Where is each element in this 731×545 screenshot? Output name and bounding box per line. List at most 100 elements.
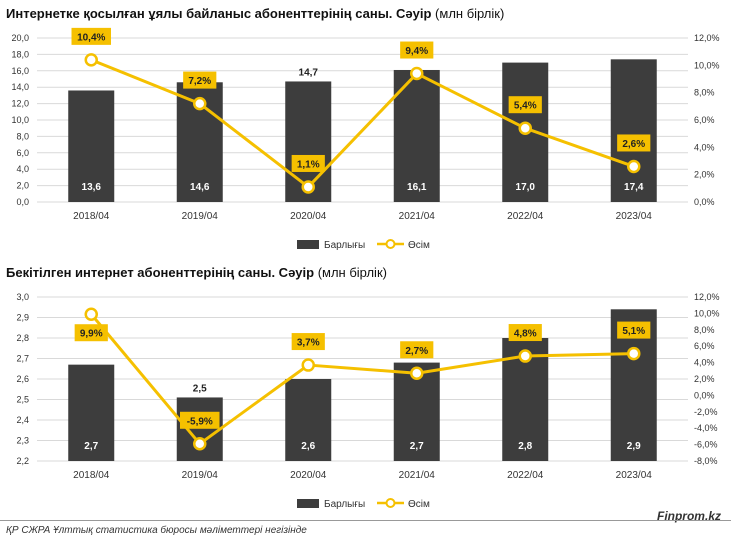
- chart1-growth-point: [193, 96, 207, 111]
- chart1-title: Интернетке қосылған ұялы байланыс абонен…: [6, 6, 504, 21]
- chart1-legend-bar-swatch: [297, 240, 319, 249]
- chart1-y-tick: 10,0: [11, 115, 29, 125]
- chart2-bar-label: 2,8: [518, 441, 532, 452]
- chart1-y2-tick: 4,0%: [694, 142, 715, 152]
- chart2-y-tick: 2,8: [16, 333, 29, 343]
- chart2-growth-point: [301, 358, 315, 372]
- chart1-growth-label: 10,4%: [77, 32, 105, 43]
- chart2-title: Бекітілген интернет абоненттерінің саны.…: [6, 265, 387, 280]
- chart1-legend-bar-label: Барлығы: [324, 240, 365, 251]
- chart1-category-label: 2018/04: [73, 211, 110, 222]
- chart1-growth-label-bg: [183, 71, 217, 89]
- chart1-growth-label-bg: [400, 41, 434, 59]
- chart2-y-tick: 2,4: [16, 415, 29, 425]
- chart2-growth-label-bg: [400, 341, 434, 359]
- chart1-growth-point: [627, 159, 641, 174]
- chart2-growth-point: [84, 307, 98, 321]
- chart1-category-label: 2019/04: [182, 211, 219, 222]
- chart1-y-tick: 8,0: [16, 131, 29, 141]
- chart2-growth-point: [518, 349, 532, 363]
- chart2-legend-line-marker: [385, 498, 396, 508]
- chart1-title-main: Интернетке қосылған ұялы байланыс абонен…: [6, 6, 432, 21]
- chart1-legend-line-marker: [385, 239, 396, 249]
- footer-brand: Finprom.kz: [656, 509, 721, 523]
- chart2-category-label: 2023/04: [616, 470, 653, 481]
- chart2-bar-label: 2,7: [84, 441, 98, 452]
- chart2-bar: [285, 379, 332, 461]
- chart2-y2-tick: 0,0%: [694, 390, 715, 400]
- chart1-y-tick: 2,0: [16, 181, 29, 191]
- chart1-y2-tick: 0,0%: [694, 197, 715, 207]
- chart2-y2-tick: 8,0%: [694, 325, 715, 335]
- chart1-category-label: 2023/04: [616, 211, 653, 222]
- chart1-bar-label: 14,6: [190, 182, 210, 193]
- chart1-growth-point: [518, 121, 532, 135]
- chart2-growth-label: -5,9%: [187, 416, 213, 427]
- chart1-category-label: 2020/04: [290, 211, 327, 222]
- chart2-svg: 2,2 2,3 2,4 2,5 2,6 2,7 2,8 2,9 3,0 -8,0% -6,0% -4,…: [16, 292, 720, 510]
- chart1-y2-tick: 8,0%: [694, 88, 715, 98]
- chart1-y-tick: 20,0: [11, 33, 29, 43]
- chart1-growth-label-bg: [508, 96, 542, 114]
- chart1-y2-tick: 6,0%: [694, 115, 715, 125]
- chart1-bar-label: 17,0: [516, 182, 536, 193]
- chart2-y2-tick: -8,0%: [694, 456, 718, 466]
- chart1-svg: 0,0 2,0 4,0 6,0 8,0 10,0 12,0 14,0 16,0 18,0 20,0 0…: [11, 27, 720, 251]
- chart2-growth-label: 3,7%: [297, 338, 320, 349]
- chart2-legend-bar-label: Барлығы: [324, 499, 365, 510]
- chart1-growth-label: 7,2%: [188, 76, 211, 87]
- chart1-growth-point: [84, 53, 98, 67]
- chart2-y2-tick: 12,0%: [694, 292, 720, 302]
- chart1-growth-label: 9,4%: [405, 46, 428, 57]
- chart2-growth-label-bg: [180, 411, 220, 429]
- chart1-category-label: 2021/04: [399, 211, 436, 222]
- chart1-bar: [68, 90, 115, 202]
- chart2-y2-tick: 10,0%: [694, 308, 720, 318]
- chart2-growth-label-bg: [617, 321, 651, 339]
- chart2-y-tick: 2,7: [16, 354, 29, 364]
- chart1-bar-label: 17,4: [624, 182, 644, 193]
- chart1-y2-tick: 2,0%: [694, 170, 715, 180]
- chart2-y2-tick: -6,0%: [694, 440, 718, 450]
- chart2-legend-line-label: Өсім: [408, 499, 430, 510]
- chart2-category-label: 2020/04: [290, 470, 327, 481]
- chart1-bar-label: 13,6: [82, 182, 102, 193]
- chart2-title-main: Бекітілген интернет абоненттерінің саны.…: [6, 265, 315, 280]
- chart2-y-tick: 2,9: [16, 313, 29, 323]
- chart2-y-tick: 2,6: [16, 374, 29, 384]
- chart1-growth-label: 2,6%: [622, 139, 645, 150]
- chart1-y-tick: 12,0: [11, 99, 29, 109]
- chart2-growth-label-bg: [291, 333, 325, 351]
- chart2-growth-label: 9,9%: [80, 329, 103, 340]
- chart1-y-tick: 14,0: [11, 82, 29, 92]
- chart2-y-tick: 2,5: [16, 395, 29, 405]
- chart2-growth-label-bg: [508, 324, 542, 342]
- chart2-bar-label: 2,7: [410, 441, 424, 452]
- chart1-growth-line: [90, 58, 635, 189]
- chart1-y-tick: 18,0: [11, 49, 29, 59]
- chart1-y2-tick: 10,0%: [694, 60, 720, 70]
- chart2-bar-label: 2,9: [627, 441, 641, 452]
- chart1-y-tick: 16,0: [11, 66, 29, 76]
- chart2-y2-tick: 6,0%: [694, 341, 715, 351]
- chart1-y-tick: 0,0: [16, 197, 29, 207]
- chart1-growth-label-bg: [617, 134, 651, 152]
- chart1-growth-point: [410, 66, 424, 81]
- chart1-growth-point: [301, 180, 315, 194]
- chart1-category-label: 2022/04: [507, 211, 544, 222]
- chart1-y-tick: 4,0: [16, 164, 29, 174]
- chart1-y2-tick: 12,0%: [694, 33, 720, 43]
- chart2-bar-label: 2,6: [301, 441, 315, 452]
- chart2-category-label: 2018/04: [73, 470, 110, 481]
- chart1-growth-label: 1,1%: [297, 159, 320, 170]
- chart2-title-unit: (млн бірлік): [314, 265, 387, 280]
- chart1-growth-label: 5,4%: [514, 101, 537, 112]
- chart1-bar: [393, 69, 440, 202]
- footer-divider: [0, 520, 731, 521]
- chart2-growth-label: 5,1%: [622, 326, 645, 337]
- chart2-growth-point: [627, 346, 641, 361]
- chart2-y2-tick: 2,0%: [694, 374, 715, 384]
- chart2-y2-tick: 4,0%: [694, 358, 715, 368]
- chart2-y-tick: 2,3: [16, 436, 29, 446]
- chart2-bar-label: 2,5: [193, 383, 207, 394]
